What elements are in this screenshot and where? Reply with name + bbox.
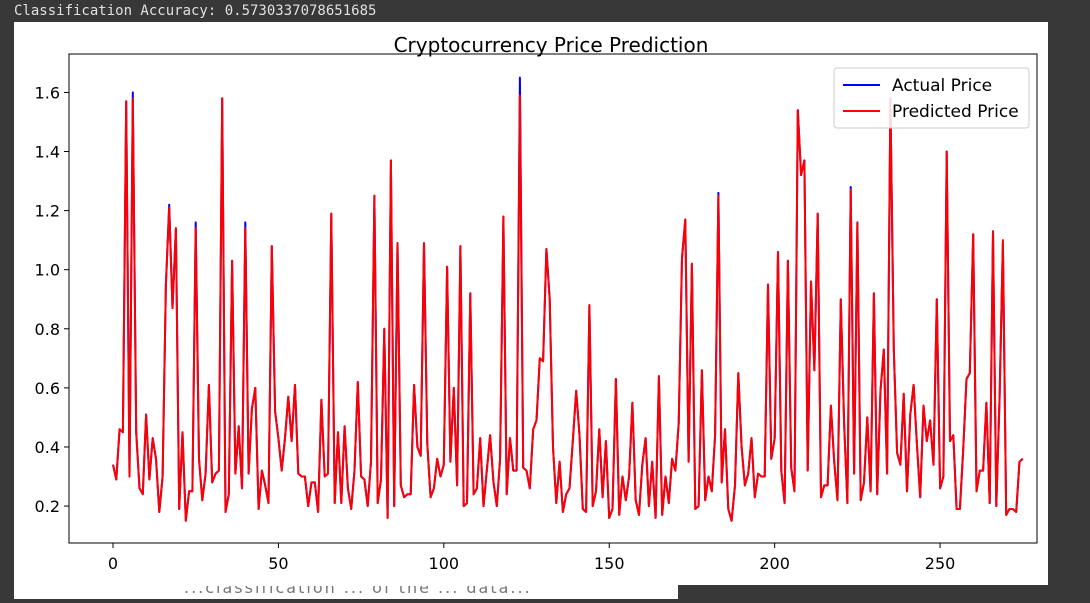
accuracy-output: Classification Accuracy: 0.5730337078651… — [14, 3, 377, 19]
output-divider — [678, 585, 1090, 599]
truncated-output-text: ...classification ... of the ... data... — [14, 586, 678, 599]
predicted-price-line — [112, 94, 1024, 522]
x-tick-label: 200 — [759, 554, 790, 573]
legend-label-actual: Actual Price — [892, 76, 992, 96]
series-layer — [112, 76, 1024, 522]
truncated-output-line: ...classification ... of the ... data... — [184, 586, 532, 597]
y-tick-label: 1.6 — [35, 83, 60, 102]
legend: Actual Price Predicted Price — [833, 67, 1030, 129]
x-tick-label: 150 — [594, 554, 625, 573]
x-tick-label: 0 — [108, 554, 118, 573]
y-tick-label: 0.8 — [35, 320, 60, 339]
ticks-layer: 0 50 100 150 200 250 0.2 0.4 0.6 0.8 1.0 1.2 1.4 1.6 — [35, 83, 956, 573]
y-tick-label: 1.0 — [35, 261, 60, 280]
y-tick-label: 0.2 — [35, 497, 60, 516]
x-tick-label: 100 — [429, 554, 460, 573]
x-tick-label: 50 — [268, 554, 288, 573]
chart-figure: Cryptocurrency Price Prediction 0 50 100 15… — [14, 22, 1048, 599]
chart-title: Cryptocurrency Price Prediction — [394, 33, 709, 57]
y-tick-label: 0.6 — [35, 379, 60, 398]
axes-frame — [68, 53, 1038, 544]
y-tick-label: 0.4 — [35, 438, 60, 457]
y-tick-label: 1.2 — [35, 202, 60, 221]
x-tick-label: 250 — [925, 554, 956, 573]
legend-box — [833, 67, 1030, 129]
y-tick-label: 1.4 — [35, 143, 60, 162]
price-line-chart: Cryptocurrency Price Prediction 0 50 100 15… — [35, 33, 1038, 573]
legend-label-predicted: Predicted Price — [892, 102, 1019, 122]
